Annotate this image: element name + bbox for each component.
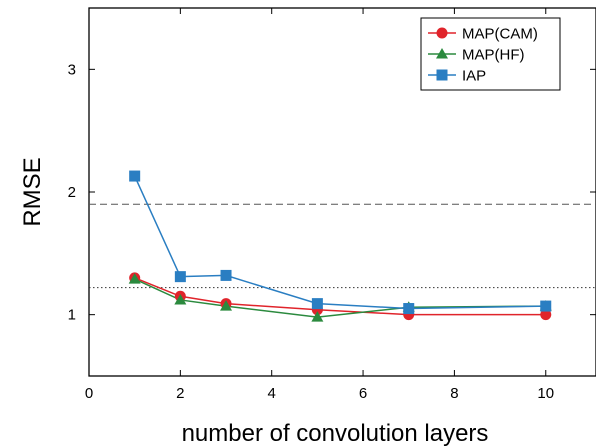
series-line [134,278,546,318]
legend: MAP(CAM) MAP(HF) IAP [420,17,561,91]
data-point [220,300,233,311]
y-axis-ticks: 1 2 3 [68,61,596,324]
x-tick-label: 2 [176,385,184,402]
data-point [311,298,323,310]
series-line [133,175,546,310]
x-tick-label: 0 [85,385,93,402]
x-tick-label: 10 [537,385,554,402]
data-point [540,300,552,312]
data-point [403,303,415,315]
data-point [311,311,324,322]
data-point [540,309,552,321]
data-point [220,269,232,281]
x-axis-ticks: 0 2 4 6 8 10 [85,8,554,402]
legend-marker [436,69,448,81]
y-tick-label: 1 [68,307,76,324]
data-point [129,170,141,182]
legend-marker [436,27,448,39]
y-tick-label: 2 [68,184,76,201]
series-markers [128,170,552,322]
y-tick-label: 3 [68,61,76,78]
data-point [128,273,141,284]
legend-label: MAP(HF) [462,47,525,64]
reference-lines [89,203,596,289]
x-axis-label: number of convolution layers [182,420,489,446]
series-lines [133,175,546,318]
legend-label: MAP(CAM) [462,26,538,43]
series-line [134,277,546,316]
legend-marker [436,48,448,59]
data-point [174,293,187,305]
legend-label: IAP [462,68,486,85]
data-point [174,271,186,283]
y-axis-label: RMSE [19,157,46,226]
x-tick-label: 6 [359,385,367,402]
x-tick-label: 8 [450,385,458,402]
x-tick-label: 4 [268,385,276,402]
